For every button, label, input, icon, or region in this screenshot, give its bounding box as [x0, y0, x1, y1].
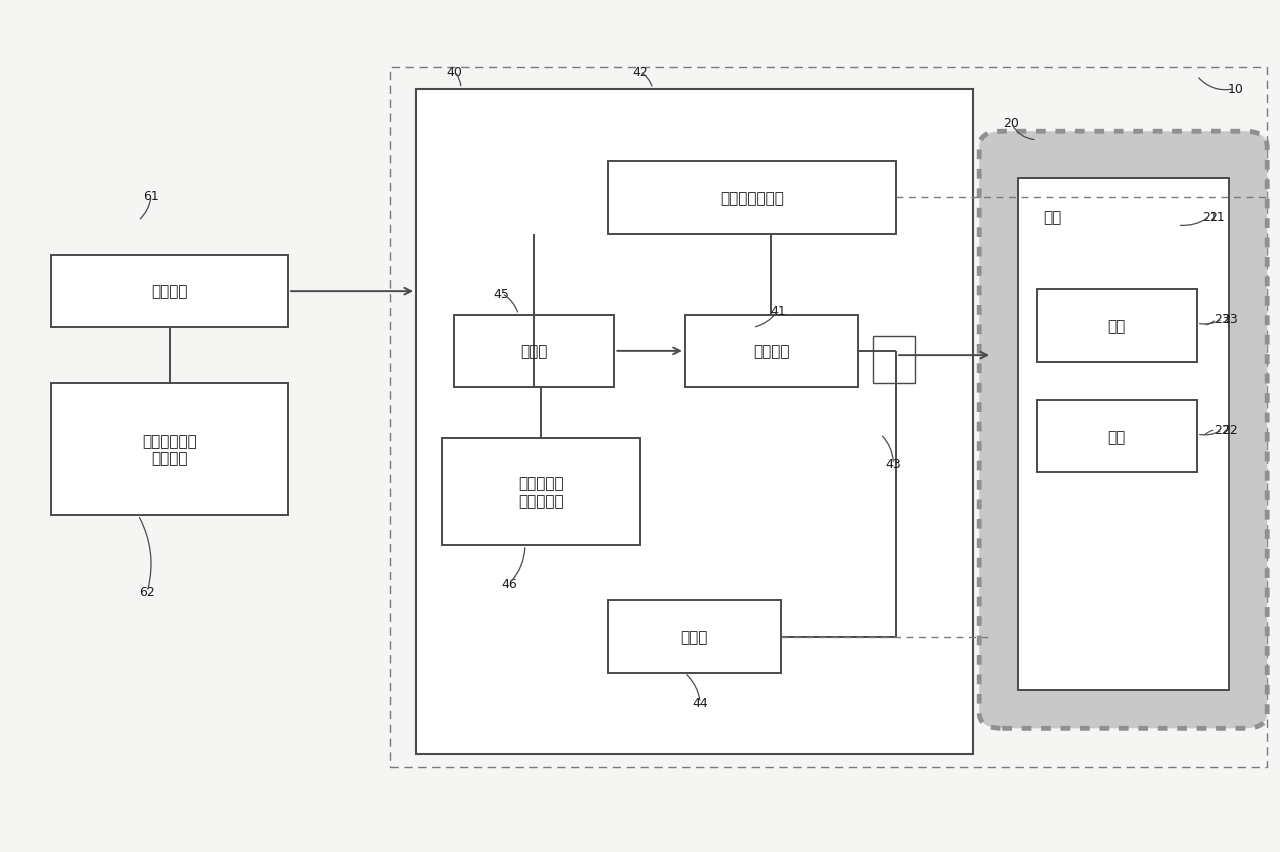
Bar	[442, 439, 640, 545]
Bar	[1018, 179, 1229, 690]
Text: 21: 21	[1210, 210, 1225, 224]
Text: 43: 43	[886, 458, 901, 471]
Text: 22: 22	[1215, 423, 1230, 437]
Text: 22: 22	[1222, 423, 1238, 437]
Text: 动力装置: 动力装置	[753, 344, 790, 359]
Text: 44: 44	[692, 696, 708, 710]
Text: 10: 10	[1228, 83, 1243, 96]
Text: 外部管路: 外部管路	[151, 285, 188, 299]
Bar	[1037, 290, 1197, 362]
Bar	[390, 68, 1267, 767]
Text: 储液罐: 储液罐	[521, 344, 548, 359]
Bar	[608, 162, 896, 234]
Bar	[873, 337, 915, 383]
Text: 管路: 管路	[1107, 429, 1126, 444]
Bar	[416, 89, 973, 754]
Bar	[608, 601, 781, 673]
Text: 41: 41	[771, 304, 786, 318]
Bar	[685, 315, 858, 388]
Text: 23: 23	[1222, 313, 1238, 326]
Text: 23: 23	[1215, 313, 1230, 326]
Text: 20: 20	[1004, 117, 1019, 130]
Text: 低电压蓄电装置: 低电压蓄电装置	[721, 191, 783, 205]
Text: 泄压阀: 泄压阀	[681, 630, 708, 644]
Bar	[1037, 400, 1197, 473]
Text: 42: 42	[632, 66, 648, 79]
FancyBboxPatch shape	[979, 132, 1267, 728]
Text: 62: 62	[140, 585, 155, 599]
Text: 21: 21	[1202, 210, 1217, 224]
Text: 箱体: 箱体	[1043, 210, 1061, 225]
Bar	[51, 383, 288, 515]
Bar	[51, 256, 288, 328]
Text: 内部灭火材
料储藏装置: 内部灭火材 料储藏装置	[518, 476, 563, 508]
Text: 61: 61	[143, 189, 159, 203]
Bar	[454, 315, 614, 388]
Text: 46: 46	[502, 577, 517, 590]
Text: 45: 45	[494, 287, 509, 301]
Text: 电池: 电池	[1107, 319, 1126, 333]
Text: 外部灭火材料
储藏装置: 外部灭火材料 储藏装置	[142, 434, 197, 465]
Text: 40: 40	[447, 66, 462, 79]
